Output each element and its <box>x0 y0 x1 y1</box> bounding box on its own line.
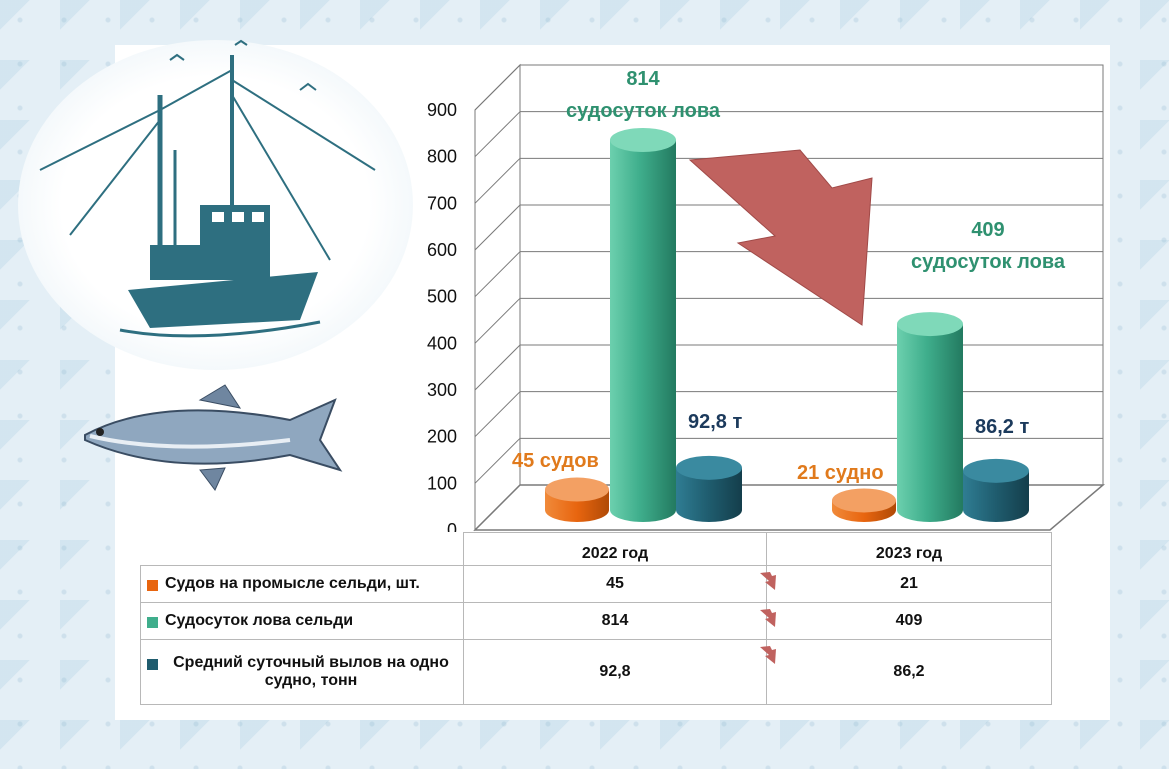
table-row: Судов на промысле сельди, шт. 45 21 <box>140 565 1052 603</box>
legend-label-ships: Судов на промысле сельди, шт. <box>165 575 420 592</box>
value-days-2022: 814 <box>601 612 629 629</box>
y-tick-label: 600 <box>427 240 457 260</box>
bar-days-2022 <box>610 128 676 522</box>
y-tick-label: 700 <box>427 193 457 213</box>
y-tick-label: 300 <box>427 380 457 400</box>
gridline <box>474 251 521 298</box>
gridline <box>474 344 521 391</box>
herring-fish-icon <box>84 384 343 491</box>
bar-ships-2023 <box>832 488 896 522</box>
y-tick-label: 800 <box>427 147 457 167</box>
y-tick-label: 900 <box>427 100 457 120</box>
annotation-days-2022-value: 814 <box>626 68 660 90</box>
table-header-row: 2022 год 2023 год <box>140 532 1052 566</box>
y-tick-label: 500 <box>427 287 457 307</box>
column-header-2023: 2023 год <box>766 532 1052 566</box>
gridline <box>474 391 521 438</box>
gridline <box>474 484 521 531</box>
y-tick-label: 200 <box>427 427 457 447</box>
legend-swatch-days <box>147 617 158 628</box>
legend-label-days: Судосуток лова сельди <box>165 612 354 629</box>
value-ships-2022: 45 <box>606 575 624 592</box>
bar-days-2023 <box>897 312 963 522</box>
y-tick-label: 0 <box>447 520 457 540</box>
annotation-days-2023-label: судосуток лова <box>911 251 1066 273</box>
y-tick-label: 100 <box>427 473 457 493</box>
annotation-days-2023-value: 409 <box>971 219 1004 241</box>
value-catch-2022: 92,8 <box>599 663 631 680</box>
y-tick-label: 400 <box>427 333 457 353</box>
bar-catch-2023 <box>963 458 1029 522</box>
gridline <box>474 157 521 204</box>
annotation-days-2022-label: судосуток лова <box>566 100 721 122</box>
gridline <box>474 204 521 251</box>
table-row: Судосуток лова сельди 814 409 <box>140 602 1052 640</box>
annotation-ships-2022: 45 судов <box>512 450 599 472</box>
gridline <box>474 111 521 158</box>
plot-area: 0 100 200 300 400 500 600 700 800 900 <box>427 63 1106 540</box>
gridline <box>474 297 521 344</box>
decrease-arrow-icon <box>688 149 873 326</box>
value-catch-2023: 86,2 <box>766 639 1052 705</box>
table-row: Средний суточный вылов на одно судно, то… <box>140 639 1052 705</box>
annotation-ships-2023: 21 судно <box>797 462 884 484</box>
gridline <box>474 437 521 484</box>
value-days-2023: 409 <box>766 602 1052 640</box>
legend-swatch-ships <box>147 580 158 591</box>
column-header-2022: 2022 год <box>463 532 767 566</box>
data-table: 2022 год 2023 год Судов на промысле сель… <box>140 532 1052 705</box>
annotation-catch-2022: 92,8 т <box>688 411 742 433</box>
bar-catch-2022 <box>676 455 742 522</box>
bar-ships-2022 <box>545 477 609 522</box>
value-ships-2023: 21 <box>766 565 1052 603</box>
legend-swatch-catch <box>147 659 158 670</box>
legend-label-catch: Средний суточный вылов на одно судно, то… <box>173 654 449 689</box>
annotation-catch-2023: 86,2 т <box>975 416 1029 438</box>
fishing-boat-icon <box>39 39 376 338</box>
gridline <box>474 64 521 111</box>
